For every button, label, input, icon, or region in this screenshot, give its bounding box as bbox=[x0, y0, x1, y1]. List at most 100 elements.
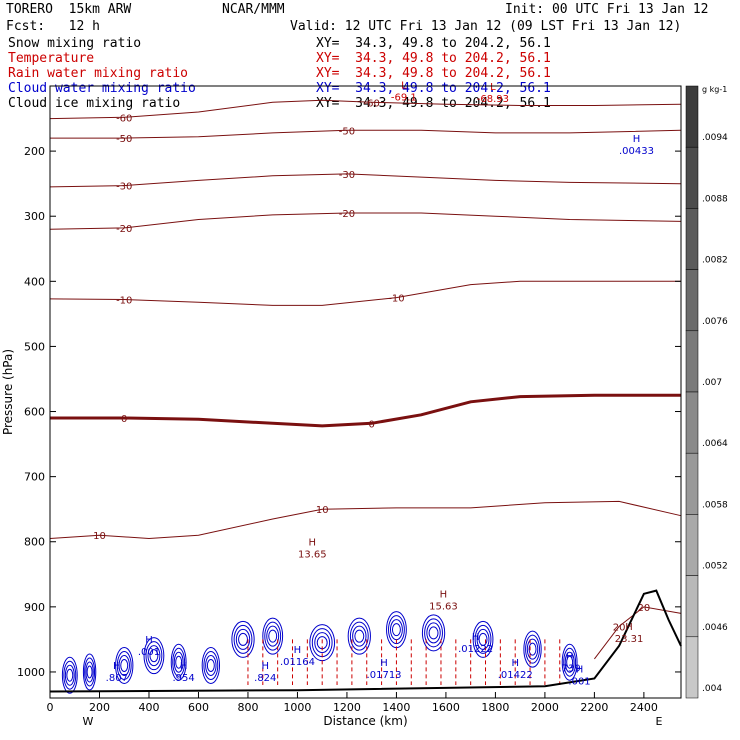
y-tick-label: 300 bbox=[24, 210, 45, 223]
axis-end-label-right: E bbox=[656, 715, 663, 728]
cloud-water-contour bbox=[352, 625, 367, 647]
cloud-water-contour bbox=[115, 646, 134, 684]
cloud-water-contour bbox=[391, 623, 401, 637]
contour-label: 0 bbox=[368, 419, 374, 430]
temperature-contour bbox=[49, 280, 681, 306]
colorbar-tick-label: .007 bbox=[702, 378, 722, 388]
contour-label: -10 bbox=[116, 296, 132, 307]
legend-label: Temperature bbox=[8, 51, 95, 66]
y-tick-label: 1000 bbox=[17, 666, 45, 679]
extremum-value: 15.63 bbox=[429, 602, 458, 613]
x-tick-label: 200 bbox=[89, 701, 110, 714]
colorbar-segment bbox=[685, 330, 699, 393]
temperature-contour bbox=[49, 99, 682, 120]
cloud-water-contour bbox=[262, 617, 284, 655]
cloud-water-contour bbox=[561, 643, 578, 681]
extremum-value: .001 bbox=[568, 676, 590, 687]
plot-frame bbox=[49, 85, 682, 699]
colorbar-tick-label: .004 bbox=[702, 684, 722, 694]
extremum-value: .739 bbox=[559, 663, 581, 674]
cloud-water-contour bbox=[354, 629, 365, 643]
legend-xy: XY= 34.3, 49.8 to 204.2, 56.1 bbox=[316, 81, 551, 96]
y-axis-label: Pressure (hPa) bbox=[1, 349, 15, 435]
legend-xy: XY= 34.3, 49.8 to 204.2, 56.1 bbox=[316, 66, 551, 81]
extremum-marker: H bbox=[566, 651, 574, 662]
cloud-water-contour bbox=[424, 618, 443, 648]
extremum-marker: H bbox=[309, 538, 317, 549]
extremum-value: -68.93 bbox=[477, 94, 509, 105]
cloud-water-contour bbox=[428, 626, 439, 640]
extremum-value: 13.65 bbox=[298, 550, 327, 561]
cloud-water-contour bbox=[201, 646, 221, 684]
cloud-water-contour bbox=[347, 617, 371, 655]
cloud-water-contour bbox=[82, 653, 97, 691]
colorbar-segment bbox=[685, 146, 699, 209]
cloud-water-contour bbox=[235, 628, 251, 650]
colorbar-tick-label: .0052 bbox=[702, 562, 728, 572]
contour-label: -10 bbox=[388, 294, 404, 305]
cloud-water-contour bbox=[145, 641, 163, 671]
contour-label: -60 bbox=[116, 113, 132, 124]
contour-label: -50 bbox=[116, 134, 132, 145]
extremum-marker: H bbox=[180, 661, 188, 672]
temperature-contour bbox=[50, 393, 681, 428]
cloud-water-contour bbox=[172, 647, 186, 677]
cloud-water-contour bbox=[525, 634, 540, 664]
colorbar-tick-label: .0094 bbox=[702, 133, 728, 143]
cloud-water-contour bbox=[84, 657, 96, 687]
cloud-water-contour bbox=[233, 624, 253, 654]
extremum-marker: H bbox=[633, 134, 641, 145]
extremum-marker: H bbox=[294, 645, 302, 656]
legend-xy: XY= 34.3, 49.8 to 204.2, 56.1 bbox=[316, 36, 551, 51]
init-time: Init: 00 UTC Fri 13 Jan 12 bbox=[505, 2, 709, 17]
temperature-contour bbox=[49, 173, 682, 188]
extremum-marker: H bbox=[511, 658, 519, 669]
extremum-value: .01713 bbox=[367, 670, 402, 681]
cloud-water-contour bbox=[149, 649, 159, 663]
extremum-marker: H bbox=[380, 658, 388, 669]
cloud-water-contour bbox=[421, 614, 446, 652]
cloud-water-contour bbox=[474, 624, 492, 654]
colorbar-segment bbox=[685, 514, 699, 576]
x-tick-label: 2200 bbox=[580, 701, 608, 714]
y-tick-label: 400 bbox=[24, 275, 45, 288]
colorbar-segment bbox=[685, 452, 699, 515]
cloud-water-contour bbox=[476, 628, 490, 650]
cloud-water-contour bbox=[564, 651, 575, 673]
cloud-water-contour bbox=[61, 656, 78, 694]
x-tick-label: 2000 bbox=[531, 701, 559, 714]
y-tick-label: 700 bbox=[24, 471, 45, 484]
y-tick-label: 200 bbox=[24, 145, 45, 158]
temperature-contour bbox=[50, 129, 682, 139]
cloud-water-contour bbox=[563, 647, 577, 677]
model-title: TORERO 15km ARW bbox=[6, 2, 132, 17]
contour-label: 20 bbox=[613, 622, 626, 633]
x-tick-label: 800 bbox=[237, 701, 258, 714]
x-tick-label: 1600 bbox=[432, 701, 460, 714]
colorbar-segment bbox=[685, 391, 699, 454]
legend-label: Rain water mixing ratio bbox=[8, 66, 189, 81]
cloud-water-contour bbox=[238, 632, 248, 646]
legend-xy: XY= 34.3, 49.8 to 204.2, 56.1 bbox=[316, 51, 551, 66]
forecast-hour: Fcst: 12 h bbox=[6, 19, 100, 34]
colorbar-segment bbox=[685, 85, 699, 148]
extremum-value: .01164 bbox=[280, 657, 315, 668]
cloud-water-contour bbox=[231, 620, 255, 658]
contour-label: -60 bbox=[364, 98, 380, 109]
extremum-value: .00433 bbox=[619, 146, 654, 157]
cloud-water-contour bbox=[63, 660, 77, 690]
extremum-marker: H bbox=[576, 664, 584, 675]
cloud-water-contour bbox=[268, 629, 278, 643]
contour-label: 0 bbox=[121, 414, 127, 425]
extremum-value: 23.31 bbox=[615, 634, 644, 645]
cloud-water-contour bbox=[388, 615, 405, 645]
extremum-marker: L bbox=[490, 82, 496, 93]
cloud-water-contour bbox=[64, 664, 75, 686]
x-axis-label: Distance (km) bbox=[323, 714, 407, 728]
cloud-water-contour bbox=[523, 630, 542, 668]
cloud-water-contour bbox=[314, 632, 331, 654]
extremum-value: .954 bbox=[172, 673, 194, 684]
extremum-value: .01222 bbox=[458, 644, 493, 655]
extremum-marker: H bbox=[262, 661, 270, 672]
cloud-water-contour bbox=[566, 655, 574, 669]
